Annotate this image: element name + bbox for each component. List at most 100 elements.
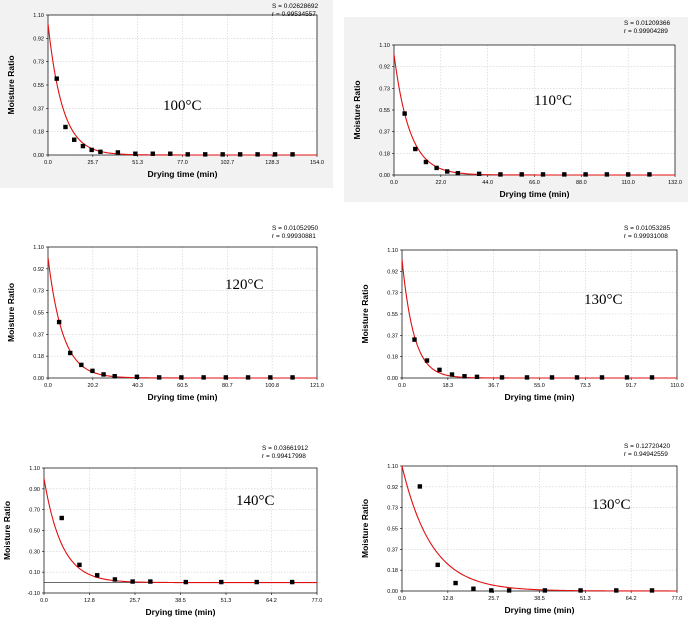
y-tick-label: 1.10 bbox=[379, 43, 390, 49]
x-tick-label: 51.3 bbox=[580, 596, 591, 602]
chart-svg: 0.00 0.18 0.37 0.55 0.73 0.92 1.10 0.0 18.3 36.7 5… bbox=[360, 248, 684, 402]
y-axis-label: Moisture Ratio bbox=[2, 501, 12, 560]
x-tick-label: 40.3 bbox=[132, 383, 143, 389]
fit-statistics: S = 0.02628692 r = 0.99534557 bbox=[272, 3, 318, 19]
y-tick-label: 0.73 bbox=[387, 506, 398, 512]
data-point bbox=[578, 588, 583, 593]
data-point bbox=[424, 358, 430, 363]
x-tick-label: 44.0 bbox=[482, 180, 493, 186]
data-point bbox=[54, 76, 59, 81]
x-tick-label: 22.0 bbox=[435, 180, 446, 186]
data-point bbox=[423, 159, 429, 165]
data-point bbox=[474, 374, 480, 380]
y-tick-label: 0.37 bbox=[387, 333, 398, 339]
x-tick-label: 128.3 bbox=[265, 160, 279, 166]
data-point bbox=[549, 375, 555, 380]
data-point bbox=[489, 588, 494, 593]
y-tick-label: 1.10 bbox=[29, 466, 40, 472]
x-axis-label: Drying time (min) bbox=[505, 392, 575, 402]
data-point bbox=[72, 137, 77, 142]
fit-statistics: S = 0.01209366 r = 0.99904289 bbox=[624, 20, 670, 36]
fit-statistic-line: S = 0.03661912 bbox=[262, 445, 309, 452]
data-point bbox=[156, 375, 162, 380]
fit-statistic-line: S = 0.01053285 bbox=[624, 225, 671, 232]
data-point bbox=[223, 375, 229, 380]
data-point bbox=[542, 588, 548, 593]
x-tick-label: 77.0 bbox=[312, 598, 323, 604]
y-tick-label: 0.55 bbox=[33, 83, 44, 89]
data-point bbox=[417, 484, 423, 489]
data-point bbox=[462, 374, 467, 379]
data-point bbox=[220, 152, 225, 157]
x-tick-label: 18.3 bbox=[442, 383, 453, 389]
data-point bbox=[112, 374, 117, 379]
data-point bbox=[115, 150, 121, 155]
y-tick-label: 0.00 bbox=[33, 376, 44, 382]
data-point bbox=[134, 374, 140, 380]
data-point bbox=[519, 172, 524, 177]
y-tick-label: 0.55 bbox=[387, 312, 398, 318]
chart-svg: 0.00 0.18 0.37 0.55 0.73 0.92 1.10 0.0 22.0 44.0 6… bbox=[352, 43, 682, 199]
x-tick-label: 51.3 bbox=[221, 598, 232, 604]
data-point bbox=[130, 579, 135, 584]
x-tick-label: 110.0 bbox=[621, 180, 634, 186]
x-tick-label: 0.0 bbox=[390, 180, 398, 186]
data-point bbox=[254, 579, 259, 585]
x-tick-label: 20.2 bbox=[87, 383, 98, 389]
y-tick-label: 0.00 bbox=[387, 376, 398, 382]
chart-svg: 0.00 0.18 0.37 0.55 0.73 0.92 1.10 0.0 25.7 51.3 7… bbox=[6, 13, 324, 179]
data-point bbox=[524, 375, 530, 380]
fit-statistics: S = 0.01052950 r = 0.99930881 bbox=[272, 225, 318, 241]
y-tick-label: 0.55 bbox=[379, 108, 390, 114]
data-point bbox=[112, 577, 118, 582]
y-tick-label: 0.37 bbox=[387, 547, 398, 553]
y-tick-label: 0.37 bbox=[33, 332, 44, 338]
plot-frame bbox=[43, 467, 318, 594]
fit-curve bbox=[401, 465, 677, 592]
data-point bbox=[506, 588, 512, 593]
x-tick-label: 36.7 bbox=[488, 383, 499, 389]
x-tick-label: 64.2 bbox=[266, 598, 277, 604]
y-tick-label: 0.30 bbox=[29, 549, 40, 555]
x-axis-label: Drying time (min) bbox=[505, 605, 575, 615]
fit-statistic-line: S = 0.02628692 bbox=[272, 3, 319, 10]
y-tick-label: -0.10 bbox=[27, 591, 40, 597]
data-point bbox=[148, 579, 153, 584]
y-tick-label: 0.70 bbox=[29, 508, 40, 514]
x-tick-label: 154.0 bbox=[310, 160, 324, 166]
data-point bbox=[268, 375, 273, 380]
data-point bbox=[289, 579, 295, 585]
data-point bbox=[201, 375, 206, 380]
data-point bbox=[183, 579, 189, 585]
temperature-label: 100°C bbox=[163, 98, 202, 114]
x-axis-label: Drying time (min) bbox=[500, 189, 570, 199]
y-tick-label: 1.10 bbox=[33, 13, 44, 19]
data-point bbox=[647, 172, 652, 177]
fit-curve bbox=[43, 478, 317, 584]
y-tick-label: 0.00 bbox=[387, 589, 398, 595]
fit-statistic-line: r = 0.99534557 bbox=[272, 11, 316, 18]
data-point bbox=[476, 171, 482, 177]
fit-statistic-line: S = 0.01052950 bbox=[272, 225, 319, 232]
x-tick-label: 102.7 bbox=[220, 160, 234, 166]
data-point bbox=[68, 350, 73, 356]
data-point bbox=[150, 151, 156, 156]
data-point bbox=[574, 375, 580, 380]
y-axis-label: Moisture Ratio bbox=[6, 55, 16, 114]
data-point bbox=[604, 172, 610, 177]
data-point bbox=[56, 319, 62, 325]
chart-svg: 0.00 0.18 0.37 0.55 0.73 0.92 1.10 0.0 20.2 40.3 6… bbox=[6, 245, 324, 402]
chart-panel-110c: 0.00 0.18 0.37 0.55 0.73 0.92 1.10 0.0 22.0 44.0 6… bbox=[344, 17, 688, 202]
y-tick-label: 0.73 bbox=[387, 291, 398, 297]
x-tick-label: 132.0 bbox=[668, 180, 682, 186]
x-tick-label: 25.7 bbox=[488, 596, 499, 602]
fit-curve bbox=[401, 259, 677, 379]
x-tick-label: 100.8 bbox=[265, 383, 279, 389]
fit-statistic-line: r = 0.99931008 bbox=[624, 233, 668, 240]
data-point bbox=[272, 152, 278, 157]
chart-panel-130c: 0.00 0.18 0.37 0.55 0.73 0.92 1.10 0.0 18.3 36.7 5… bbox=[344, 222, 688, 402]
y-tick-label: 0.73 bbox=[379, 86, 390, 92]
y-axis-label: Moisture Ratio bbox=[360, 284, 370, 343]
data-point bbox=[59, 515, 64, 521]
data-point bbox=[649, 375, 655, 380]
